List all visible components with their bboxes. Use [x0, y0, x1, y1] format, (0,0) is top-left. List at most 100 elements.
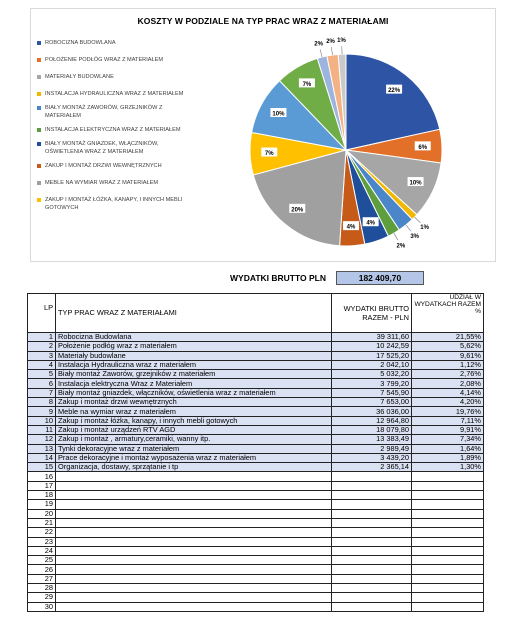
cell-lp: 5	[27, 369, 56, 380]
cell-lp: 9	[27, 406, 56, 417]
cell-lp: 4	[27, 359, 56, 371]
pie-data-label: 6%	[418, 145, 427, 151]
cell-lp: 8	[27, 397, 56, 408]
cell-share	[411, 471, 484, 482]
table-row: 30	[27, 601, 484, 612]
cell-share: 4,20%	[411, 397, 484, 408]
cell-type: Zakup i montaż urządzeń RTV AGD	[55, 424, 332, 436]
cell-lp: 24	[27, 545, 56, 557]
cell-type: Zakup i montaż drzwi wewnętrznych	[55, 397, 332, 408]
cell-cost: 7 545,90	[331, 387, 412, 399]
legend-item: ZAKUP I MONTAŻ ŁÓŻKA, KANAPY, I INNYCH M…	[37, 196, 197, 212]
legend-label: INSTALACJA HYDRAULICZNA WRAZ Z MATERIAŁE…	[45, 91, 184, 97]
cell-cost	[331, 527, 412, 538]
cell-type	[55, 545, 332, 557]
cell-type: Zakup i montaż , armatury,ceramiki, wann…	[55, 434, 332, 445]
cell-cost	[331, 499, 412, 510]
cell-share	[411, 517, 484, 529]
legend-label: MATERIAŁY BUDOWLANE	[45, 74, 114, 80]
pie-slice	[345, 53, 441, 151]
legend-item: BIAŁY MONTAŻ GNIAZDEK, WŁĄCZNIKÓW, OŚWIE…	[37, 140, 197, 156]
table-row: 8 Zakup i montaż drzwi wewnętrznych 7 653,…	[27, 397, 484, 408]
legend-label: MEBLE NA WYMIAR WRAZ Z MATERIAŁEM	[45, 180, 159, 186]
cell-cost: 3 439,20	[331, 452, 412, 464]
cell-type: Biały montaż gniazdek, włączników, oświe…	[55, 387, 332, 399]
summary-label: WYDATKI BRUTTO PLN	[230, 273, 327, 283]
pie-label-box	[342, 221, 359, 231]
pie-data-label: 2%	[314, 41, 323, 47]
pie-data-label: 10%	[410, 181, 423, 187]
cell-cost: 2 365,14	[331, 462, 412, 473]
table-header-row: LP TYP PRAC WRAZ Z MATERIAŁAMI WYDATKI B…	[27, 293, 484, 333]
cell-share	[411, 555, 484, 566]
table-row: 17	[27, 480, 484, 492]
pie-label-box	[270, 108, 287, 118]
cell-lp: 26	[27, 564, 56, 575]
legend-label: ZAKUP I MONTAŻ ŁÓŻKA, KANAPY, I INNYCH M…	[45, 197, 183, 211]
table-row: 3 Materiały budowlane 17 525,20 9,61%	[27, 350, 484, 361]
legend-label: INSTALACJA ELEKTRYCZNA WRAZ Z MATERIAŁEM	[45, 127, 181, 133]
cell-cost: 12 964,80	[331, 415, 412, 426]
cell-cost	[331, 545, 412, 557]
cell-lp: 16	[27, 471, 56, 482]
cell-share	[411, 490, 484, 501]
cell-lp: 25	[27, 555, 56, 566]
cell-lp: 2	[27, 341, 56, 352]
cell-type: Robocizna Budowlana	[55, 331, 332, 343]
cell-type	[55, 508, 332, 519]
cell-lp: 10	[27, 415, 56, 426]
cell-type	[55, 480, 332, 492]
table-row: 10 Zakup i montaż łóżka, kanapy, i innych…	[27, 415, 484, 426]
cell-share	[411, 545, 484, 557]
cell-cost	[331, 480, 412, 492]
table-row: 26	[27, 564, 484, 575]
summary-row: WYDATKI BRUTTO PLN 182 409,70	[0, 271, 507, 285]
pie-leader-line	[405, 224, 412, 232]
cell-share: 19,76%	[411, 406, 484, 417]
chart-title: KOSZTY W PODZIALE NA TYP PRAC WRAZ Z MAT…	[137, 16, 389, 26]
table-row: 15 Organizacja, dostawy, sprzątanie i tp 2…	[27, 462, 484, 473]
cell-cost: 36 036,00	[331, 406, 412, 417]
legend-swatch	[37, 128, 41, 132]
cell-share: 4,14%	[411, 387, 484, 399]
table-row: 20	[27, 508, 484, 519]
pie-data-label: 4%	[347, 225, 356, 231]
cell-type: Biały montaż Zaworów, grzejników z mater…	[55, 369, 332, 380]
cell-type	[55, 527, 332, 538]
legend-label: ZAKUP I MONTAŻ DRZWI WEWNĘTRZNYCH	[45, 163, 162, 169]
cell-lp: 12	[27, 434, 56, 445]
cell-type	[55, 555, 332, 566]
cell-type: Prace dekoracyjne i montaż wyposażenia w…	[55, 452, 332, 464]
cell-lp: 21	[27, 517, 56, 529]
cell-cost: 39 311,60	[331, 331, 412, 343]
table-row: 11 Zakup i montaż urządzeń RTV AGD 18 079,…	[27, 424, 484, 436]
table-body: 1 Robocizna Budowlana 39 311,60 21,55% 2 Poło…	[27, 331, 484, 612]
cell-type	[55, 499, 332, 510]
pie-slice	[252, 149, 347, 247]
pie-data-label: 20%	[291, 207, 304, 213]
pie-data-label: 7%	[265, 151, 274, 157]
pie-data-label: 1%	[420, 225, 429, 231]
cell-share	[411, 592, 484, 603]
cell-lp: 11	[27, 424, 56, 436]
cell-lp: 15	[27, 462, 56, 473]
cell-cost	[331, 517, 412, 529]
cell-lp: 14	[27, 452, 56, 464]
cell-share: 1,89%	[411, 452, 484, 464]
cell-lp: 22	[27, 527, 56, 538]
cell-share	[411, 536, 484, 547]
pie-label-box	[362, 217, 379, 227]
pie-data-label: 2%	[397, 243, 406, 249]
table-row: 5 Biały montaż Zaworów, grzejników z mate…	[27, 369, 484, 380]
cell-lp: 17	[27, 480, 56, 492]
header-lp: LP	[27, 293, 56, 333]
cell-share: 1,12%	[411, 359, 484, 371]
legend-swatch	[37, 181, 41, 185]
chart-panel: KOSZTY W PODZIALE NA TYP PRAC WRAZ Z MAT…	[30, 8, 496, 262]
cell-type: Instalacja Hydrauliczna wraz z materiałe…	[55, 359, 332, 371]
legend-item: MATERIAŁY BUDOWLANE	[37, 73, 197, 81]
cell-share	[411, 499, 484, 510]
pie-leader-line	[393, 233, 399, 241]
cell-cost	[331, 508, 412, 519]
cell-type: Materiały budowlane	[55, 350, 332, 361]
